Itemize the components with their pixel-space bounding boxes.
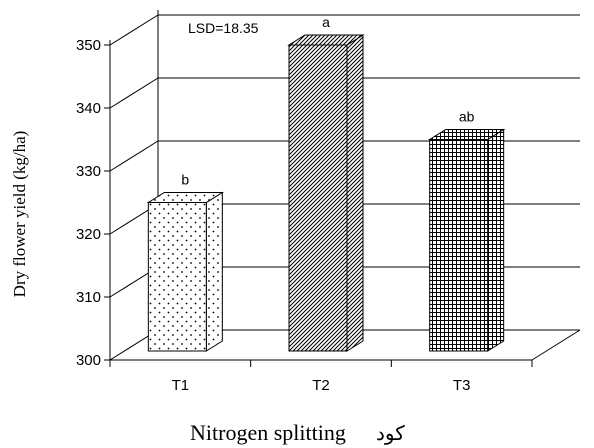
bar-T2 [287,34,365,352]
bar-front [147,202,207,352]
lsd-annotation: LSD=18.35 [188,20,259,36]
bar-T1 [146,191,225,352]
x-tick-label: T3 [453,377,471,394]
x-tick-label: T1 [172,377,190,394]
y-tick-label: 300 [76,352,101,369]
significance-letter: b [181,172,189,188]
floor-right-edge [531,329,581,361]
bar-T3 [427,128,506,352]
y-tick-label: 340 [76,100,101,117]
bar-front [429,139,489,352]
significance-letter: ab [459,109,475,125]
bar-side [346,34,364,352]
x-axis-label: Nitrogen splitting [190,420,346,445]
y-axis-label: Dry flower yield (kg/ha) [10,131,29,298]
x-tick-label: T2 [312,377,330,394]
x-axis-label-extra: كود [376,421,405,445]
y-tick-label: 350 [76,37,101,54]
significance-letter: a [322,14,330,30]
gridline-floor-340 [109,77,159,109]
y-tick-label: 310 [76,289,101,306]
gridline-floor-350 [109,14,159,46]
bar-side [487,128,505,352]
y-tick-label: 320 [76,226,101,243]
bar-side [205,191,223,352]
y-tick-label: 330 [76,163,101,180]
chart-labels: 300 310 320 330 340 350 b T1 a T2 ab T3 [76,14,475,394]
bar-front [288,44,348,352]
gridline-floor-330 [109,140,159,172]
chart-bars [146,34,506,352]
